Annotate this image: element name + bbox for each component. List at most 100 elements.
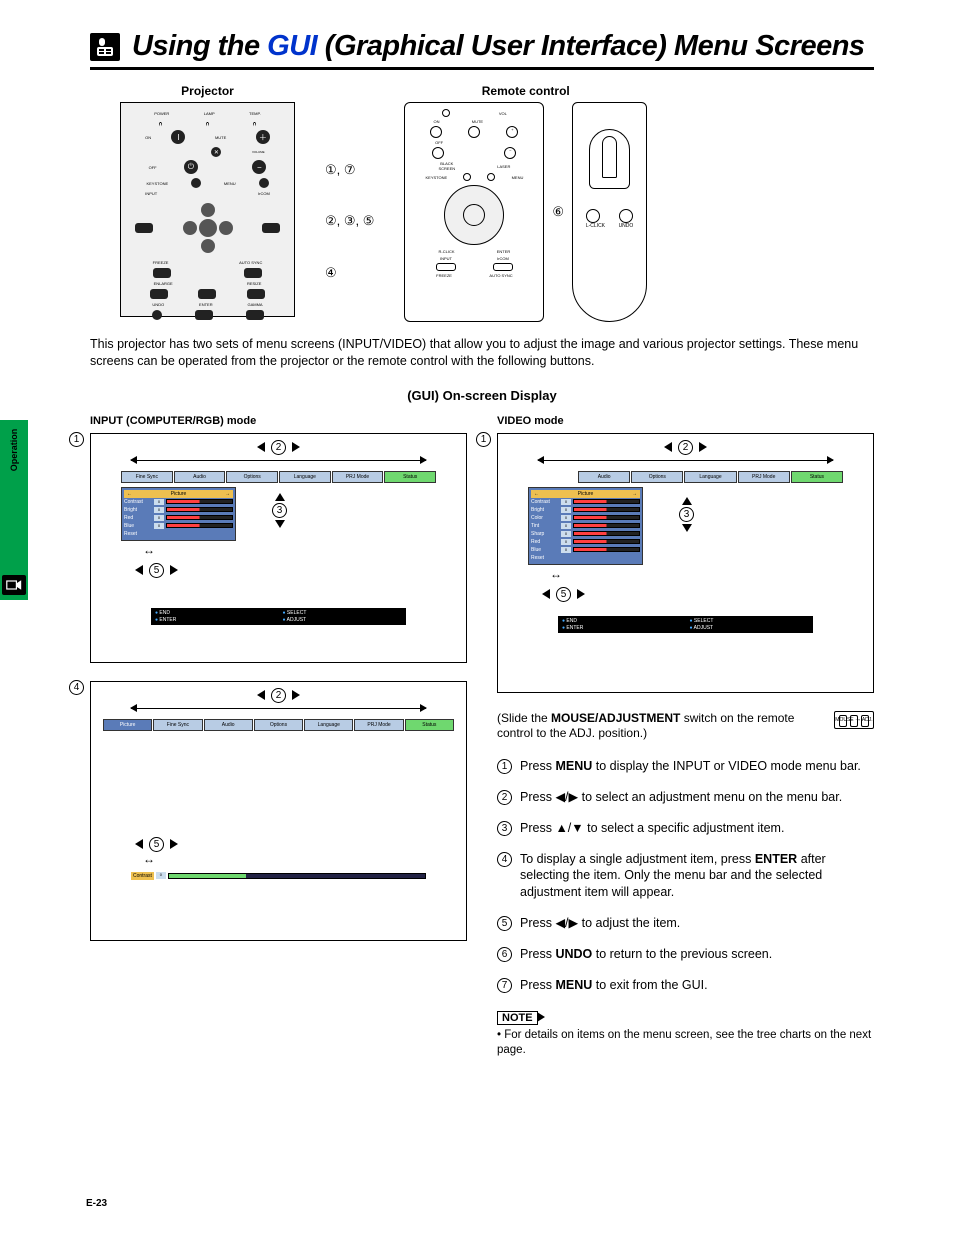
slider-label: Reset (124, 531, 152, 537)
proj-lbl: IrCOM (258, 191, 270, 196)
proj-lbl: POWER (154, 111, 169, 120)
slider-label: Red (531, 539, 559, 545)
slider-label: Tint (531, 523, 559, 529)
help-item: SELECT (283, 610, 403, 616)
slider-label: Red (124, 515, 152, 521)
menu-tab: Language (684, 471, 736, 483)
step-ref: 3 (272, 503, 287, 518)
step-text: To display a single adjustment item, pre… (520, 851, 874, 902)
help-item: END (155, 610, 275, 616)
panel-header: Picture (578, 491, 594, 497)
slider-label: Contrast (131, 872, 154, 880)
step-number: 4 (497, 852, 512, 867)
switch-icon: MOUSE→ADJ. (834, 711, 874, 729)
step-number: 3 (497, 821, 512, 836)
note-block: NOTE • For details on items on the menu … (497, 1008, 874, 1058)
proj-lbl: INPUT (145, 191, 157, 196)
proj-lbl: ENTER (199, 302, 213, 307)
step-ref: 2 (678, 440, 693, 455)
title-blue: GUI (267, 30, 317, 62)
title-pre: Using the (132, 30, 267, 62)
rem-lbl: FREEZE (436, 273, 452, 278)
intro-paragraph: This projector has two sets of menu scre… (90, 336, 874, 370)
step-ref: 5 (149, 563, 164, 578)
proj-lbl: FREEZE (153, 260, 169, 265)
help-item: ADJUST (283, 617, 403, 623)
menu-frame-video: 1 2 Audio Options Language PRJ Mode Stat… (497, 433, 874, 693)
step-number: 6 (497, 947, 512, 962)
menu-tab: Fine Sync (153, 719, 202, 731)
rem-lbl: ON (434, 119, 440, 124)
remote-back-diagram: L-CLICKUNDO (572, 102, 647, 322)
slider-label: Sharp (531, 531, 559, 537)
callout: ④ (325, 265, 374, 281)
page-title-row: Using the GUI (Graphical User Interface)… (90, 30, 874, 70)
help-item: SELECT (690, 618, 810, 624)
rem-lbl: ENTER (497, 249, 511, 254)
slider-label: Contrast (124, 499, 152, 505)
help-item: ENTER (155, 617, 275, 623)
slider-label: Blue (531, 547, 559, 553)
rem-lbl: KEYSTONE (425, 175, 447, 180)
menu-tab: PRJ Mode (354, 719, 403, 731)
step-ref: 2 (271, 688, 286, 703)
slider-label: Bright (531, 507, 559, 513)
menu-frame-input-1: 1 2 Fine Sync Audio Options Language PRJ… (90, 433, 467, 663)
proj-lbl: VOLUME (252, 150, 265, 154)
step: 2Press ◀/▶ to select an adjustment menu … (497, 789, 874, 806)
callout: ②, ③, ⑤ (325, 213, 374, 229)
side-tab-label: Operation (9, 429, 19, 472)
proj-lbl: GAMMA (247, 302, 262, 307)
rem-lbl: VOL (499, 111, 507, 116)
help-bar: END SELECT ENTER ADJUST (151, 608, 406, 625)
frame-number: 1 (69, 432, 84, 447)
help-item: ENTER (562, 625, 682, 631)
menu-tab: PRJ Mode (738, 471, 790, 483)
proj-lbl: LAMP (204, 111, 215, 120)
menu-tab: Audio (174, 471, 226, 483)
step-number: 5 (497, 916, 512, 931)
step-text: Press ◀/▶ to select an adjustment menu o… (520, 789, 842, 806)
step-ref: 3 (679, 507, 694, 522)
step-number: 1 (497, 759, 512, 774)
step: 1 Press MENU to display the INPUT or VIDE… (497, 758, 874, 775)
menu-tab: Status (791, 471, 843, 483)
menu-tab: Language (279, 471, 331, 483)
page-number: E-23 (86, 1198, 107, 1209)
slider-label: Reset (531, 555, 559, 561)
rem-lbl: OFF (435, 140, 443, 145)
callout: ①, ⑦ (325, 162, 374, 178)
steps-list: 1 Press MENU to display the INPUT or VIDE… (497, 758, 874, 994)
single-slider: Contrast0 (131, 872, 426, 880)
proj-lbl: UNDO (152, 302, 164, 307)
step-ref: 5 (556, 587, 571, 602)
note-arrow-icon (537, 1012, 545, 1022)
frame-number: 4 (69, 680, 84, 695)
menu-tab: Fine Sync (121, 471, 173, 483)
step-ref: 5 (149, 837, 164, 852)
step: 7Press MENU to exit from the GUI. (497, 977, 874, 994)
rem-lbl: L-CLICK (586, 223, 605, 229)
step-text: Press MENU to display the INPUT or VIDEO… (520, 758, 861, 775)
picture-panel-video: ←Picture→ Contrast0 Bright0 Color0 Tint0… (528, 487, 643, 565)
proj-lbl: ON (145, 135, 151, 140)
step-text: Press ◀/▶ to adjust the item. (520, 915, 680, 932)
note-text: • For details on items on the menu scree… (497, 1028, 874, 1058)
input-mode-label: INPUT (COMPUTER/RGB) mode (90, 415, 467, 427)
step-ref: 2 (271, 440, 286, 455)
rem-lbl: MENU (512, 175, 524, 180)
operation-icon (2, 575, 26, 595)
callout-column: ①, ⑦ ②, ③, ⑤ ④ (325, 84, 374, 299)
proj-lbl: OFF (149, 165, 157, 170)
menu-tab: Audio (204, 719, 253, 731)
menu-tab: Options (631, 471, 683, 483)
slider-label: Blue (124, 523, 152, 529)
rem-lbl: AUTO SYNC (489, 273, 512, 278)
frame-number: 1 (476, 432, 491, 447)
step: 3Press ▲/▼ to select a specific adjustme… (497, 820, 874, 837)
slide-note: (Slide the MOUSE/ADJUSTMENT switch on th… (497, 711, 874, 742)
step: 6Press UNDO to return to the previous sc… (497, 946, 874, 963)
proj-lbl: ENLARGE (154, 281, 173, 286)
panel-header: Picture (171, 491, 187, 497)
step: 4 To display a single adjustment item, pr… (497, 851, 874, 902)
